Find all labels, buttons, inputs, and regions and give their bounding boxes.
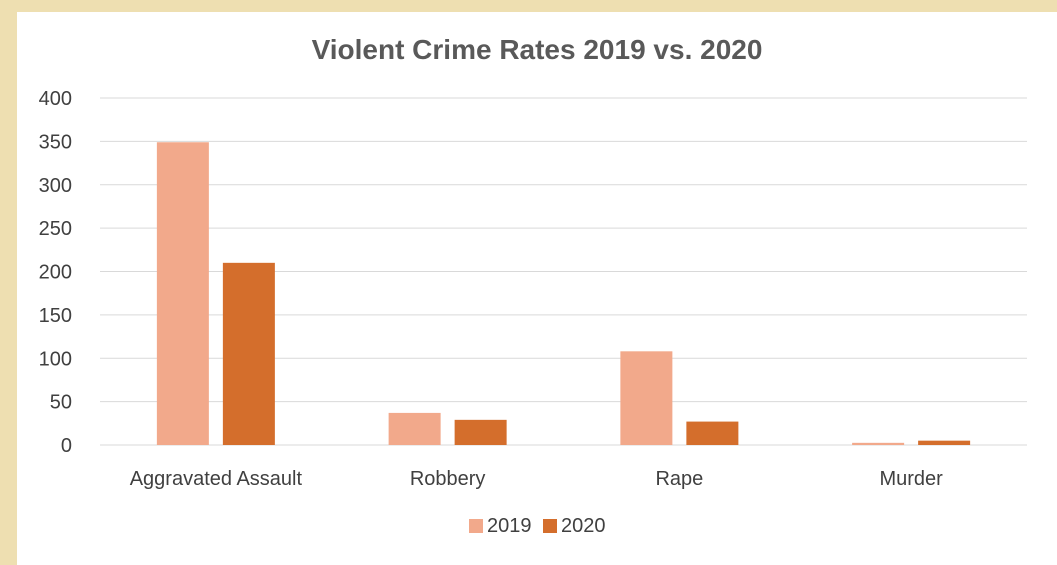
x-tick-label: Aggravated Assault bbox=[130, 468, 303, 490]
bar-2020 bbox=[686, 421, 739, 445]
y-tick-label: 350 bbox=[39, 131, 72, 153]
y-tick-label: 0 bbox=[61, 435, 72, 457]
y-tick-label: 50 bbox=[50, 392, 72, 414]
legend-label-2020: 2020 bbox=[561, 515, 606, 537]
x-tick-label: Robbery bbox=[410, 468, 486, 490]
y-tick-label: 200 bbox=[39, 262, 72, 284]
x-axis-ticks: Aggravated Assault Robbery Rape Murder bbox=[130, 468, 943, 490]
x-tick-label: Murder bbox=[879, 468, 943, 490]
y-axis-ticks: 0 50 100 150 200 250 300 350 400 bbox=[39, 88, 72, 457]
y-tick-label: 150 bbox=[39, 305, 72, 327]
chart-card: Violent Crime Rates 2019 vs. 2020 0 50 100… bbox=[17, 12, 1057, 565]
legend-swatch-2019 bbox=[469, 519, 483, 533]
y-tick-label: 300 bbox=[39, 175, 72, 197]
y-tick-label: 100 bbox=[39, 348, 72, 370]
bar-2019 bbox=[156, 142, 209, 445]
x-tick-label: Rape bbox=[655, 468, 703, 490]
y-tick-label: 400 bbox=[39, 88, 72, 110]
bar-chart: Violent Crime Rates 2019 vs. 2020 0 50 100… bbox=[39, 34, 1027, 537]
legend-swatch-2020 bbox=[543, 519, 557, 533]
bar-2019 bbox=[388, 412, 441, 445]
bar-2020 bbox=[454, 419, 507, 445]
bar-2020 bbox=[222, 262, 275, 445]
legend-label-2019: 2019 bbox=[487, 515, 532, 537]
bar-2020 bbox=[918, 440, 971, 445]
bar-2019 bbox=[852, 442, 905, 445]
bar-2019 bbox=[620, 351, 673, 445]
y-tick-label: 250 bbox=[39, 218, 72, 240]
bars bbox=[156, 142, 971, 445]
legend: 2019 2020 bbox=[469, 515, 606, 537]
chart-title: Violent Crime Rates 2019 vs. 2020 bbox=[312, 34, 763, 65]
